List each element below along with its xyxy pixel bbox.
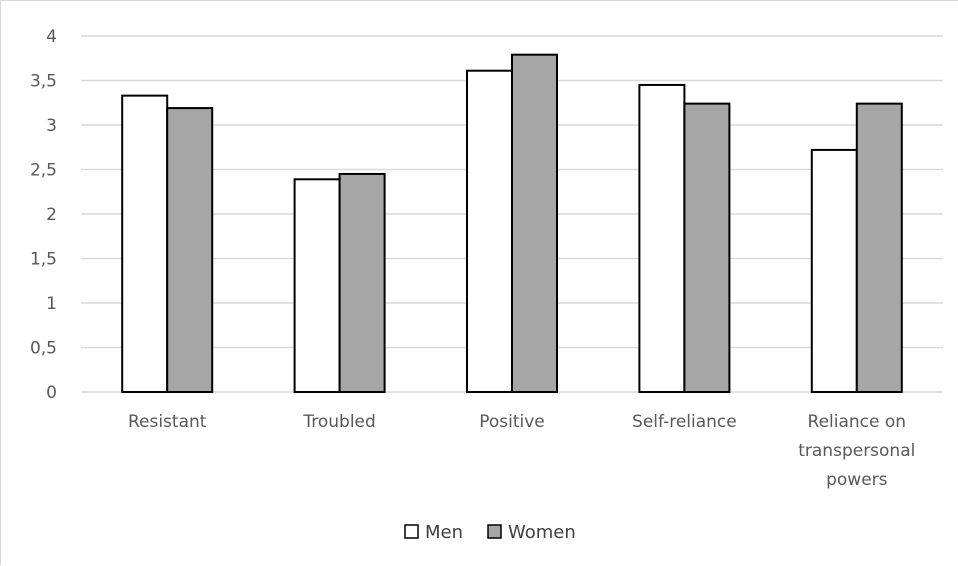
y-tick-label: 0 xyxy=(46,383,57,403)
bar-men xyxy=(810,148,858,393)
bars xyxy=(121,53,903,394)
y-tick-label: 2,5 xyxy=(30,161,57,181)
bar-men xyxy=(293,178,341,393)
bar-women xyxy=(511,53,558,393)
legend: Men Women xyxy=(404,522,576,543)
legend-label-men: Men xyxy=(425,522,463,543)
bar-women xyxy=(338,172,386,393)
bar-women xyxy=(855,102,903,393)
y-tick-label: 1 xyxy=(46,294,57,314)
x-category-label: Positive xyxy=(479,412,545,432)
y-tick-label: 1,5 xyxy=(30,250,57,270)
x-category-label: Resistant xyxy=(128,412,207,432)
bar-men xyxy=(121,94,169,393)
legend-label-women: Women xyxy=(508,522,576,543)
x-axis-categories: Resistant Troubled Positive Self-reliance Re… xyxy=(128,412,915,490)
legend-swatch-women xyxy=(487,524,502,539)
y-tick-label: 0,5 xyxy=(30,339,57,359)
x-category-label: Self-reliance xyxy=(632,412,737,432)
y-axis-ticks: 0 0,5 1 1,5 2 2,5 3 3,5 4 xyxy=(30,27,57,403)
bar-men xyxy=(638,83,686,393)
x-category-label: Troubled xyxy=(302,412,375,432)
bar-men xyxy=(466,69,513,394)
y-tick-label: 2 xyxy=(46,205,57,225)
bar-women xyxy=(166,107,214,393)
y-tick-label: 3 xyxy=(46,116,57,136)
y-tick-label: 4 xyxy=(46,27,57,47)
bar-women xyxy=(683,102,731,393)
y-tick-label: 3,5 xyxy=(30,72,57,92)
x-category-label: Reliance on transpersonal powers xyxy=(798,412,915,490)
legend-swatch-men xyxy=(404,524,419,539)
